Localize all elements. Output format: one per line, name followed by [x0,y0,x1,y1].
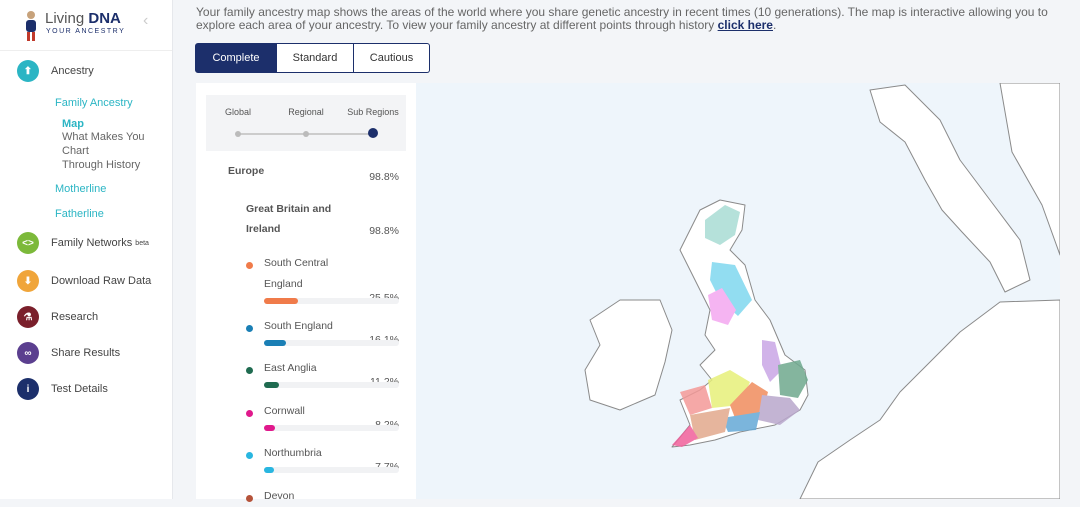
percent-bar [264,340,286,346]
nav-family-ancestry[interactable]: Family Ancestry [55,97,133,109]
nav-item[interactable]: ⚗ Research [17,306,98,328]
tab[interactable]: Complete [195,43,277,73]
nav-item[interactable]: <> Family Networks beta [17,232,149,254]
tab-group: Complete Standard Cautious [195,43,430,73]
subregion-name: South Central England [264,257,329,290]
region-dot [246,410,253,417]
nav-icon: ⚗ [17,306,39,328]
region-percent: 98.8% [369,225,399,237]
percent-bar [264,425,276,431]
tab[interactable]: Cautious [354,43,430,73]
nav-motherline[interactable]: Motherline [55,183,107,195]
logo-icon [26,11,36,41]
bar-track [264,382,399,388]
subregion-name: South England [264,320,333,332]
nav-label: Test Details [51,383,108,395]
bar-track [264,340,399,346]
region-dot [246,367,253,374]
bar-track [264,467,399,473]
bar-track [264,425,399,431]
subregion-name: Devon [264,490,295,502]
region-dot [246,325,253,332]
region-name: Europe [228,165,265,177]
region-percent: 98.8% [369,171,399,183]
slider-label: Regional [288,107,324,117]
nav-item[interactable]: ∞ Share Results [17,342,120,364]
europe [799,299,1060,499]
ireland [584,299,673,411]
slider-label: Sub Regions [347,107,399,117]
ancestry-map[interactable] [416,83,1060,499]
slider-box [206,95,406,151]
subregion-name: Northumbria [264,447,322,459]
slider-stop[interactable] [235,131,241,137]
sidebar: Living DNA YOUR ANCESTRY ‹ ⬆ Ancestry <> Fa… [0,0,173,499]
nav-through-history[interactable]: Through History [62,159,141,171]
nav-icon: ⬇ [17,270,39,292]
scandinavia [869,84,1031,293]
britain [671,199,809,448]
nav-item[interactable]: ⬆ Ancestry [17,60,94,82]
logo-title-bold: DNA [88,10,121,27]
nav-map[interactable]: Map [62,118,84,130]
bar-track [264,298,399,304]
landmass-ne [999,83,1060,256]
nav-icon: ∞ [17,342,39,364]
nav-label: Share Results [51,347,121,359]
nav-item[interactable]: ⬇ Download Raw Data [17,270,151,292]
slider-stop[interactable] [368,128,378,138]
slider-label: Global [224,107,251,117]
subregion-name: East Anglia [264,362,317,374]
percent-bar [264,467,275,473]
percent-bar [264,382,280,388]
nav-label: Family Networks [51,237,133,249]
nav-label: Ancestry [51,65,94,77]
logo-title: Living [45,10,85,27]
intro-body: Your family ancestry map shows the areas… [196,5,1048,32]
nav-icon: <> [17,232,39,254]
divider [0,50,172,51]
nav-badge: beta [135,239,149,247]
nav-label: Download Raw Data [51,275,152,287]
intro-text: Your family ancestry map shows the areas… [196,6,1066,32]
nav-chart[interactable]: Chart [62,145,89,157]
click-here-link[interactable]: click here [717,18,773,32]
nav-what-makes-you[interactable]: What Makes You [62,131,145,143]
nav-item[interactable]: i Test Details [17,378,108,400]
percent-bar [264,298,299,304]
nav-fatherline[interactable]: Fatherline [55,208,104,220]
nav-icon: i [17,378,39,400]
logo-subtitle: YOUR ANCESTRY [46,28,126,35]
slider-stop[interactable] [303,131,309,137]
subregion-name: Cornwall [264,405,305,417]
nav-label: Research [51,311,99,323]
region-dot [246,262,253,269]
ancestry-panel: Global Regional Sub Regions Europe 98.8% Gre… [196,83,416,502]
region-name: Great Britain and Ireland [246,203,332,235]
tab[interactable]: Standard [277,43,354,73]
nav-icon: ⬆ [17,60,39,82]
collapse-button[interactable]: ‹ [143,12,149,29]
intro-end: . [772,18,777,32]
region-dot [246,452,253,459]
